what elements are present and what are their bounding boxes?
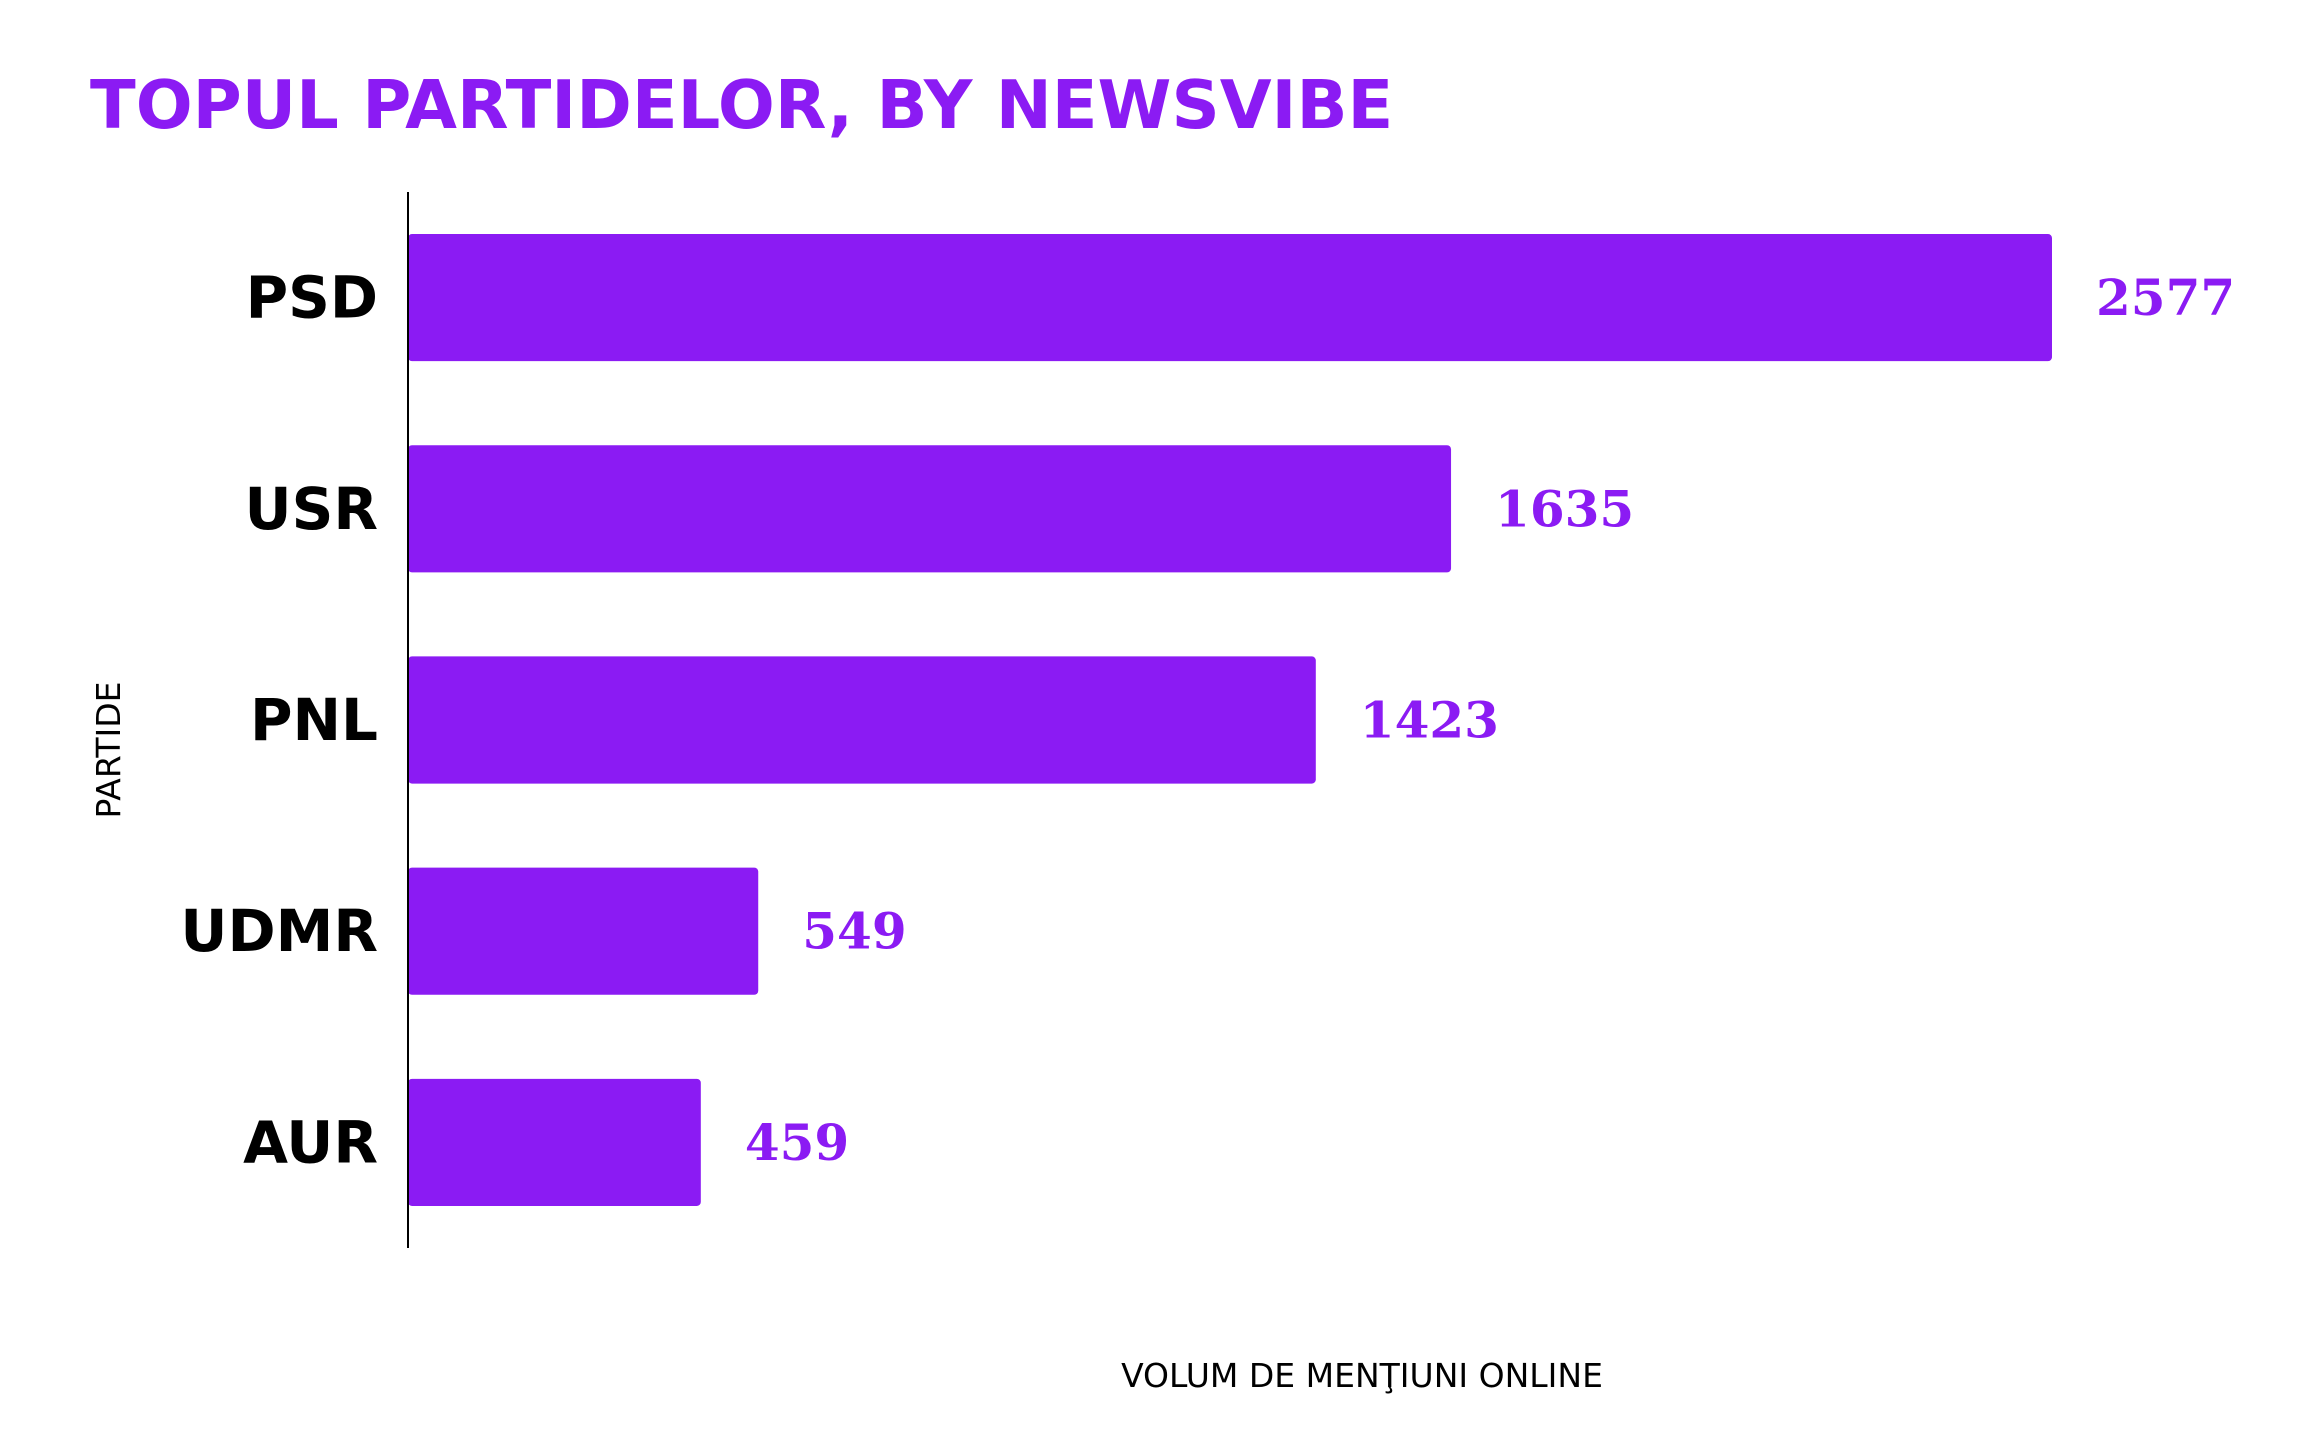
bar-usr [408, 445, 1452, 573]
bars-group [408, 234, 2052, 1206]
y-axis-title: PARTIDE [89, 681, 128, 818]
value-label-aur: 459 [745, 1113, 849, 1172]
category-labels: PSD USR PNL UDMR AUR [180, 264, 378, 1177]
value-label-pnl: 1423 [1360, 691, 1499, 750]
category-label-pnl: PNL [250, 686, 378, 754]
category-label-aur: AUR [243, 1108, 378, 1176]
bar-pnl [408, 656, 1316, 784]
bar-udmr [408, 867, 759, 995]
value-label-usr: 1635 [1495, 479, 1634, 538]
x-axis-title: VOLUM DE MENŢIUNI ONLINE [1121, 1356, 1603, 1395]
value-label-udmr: 549 [802, 902, 906, 961]
value-labels: 2577 1635 1423 549 459 [745, 268, 2235, 1172]
category-label-psd: PSD [246, 264, 378, 332]
chart-title: TOPUL PARTIDELOR, BY NEWSVIBE [90, 66, 1393, 144]
category-label-udmr: UDMR [180, 897, 378, 965]
category-label-usr: USR [244, 475, 378, 543]
value-label-psd: 2577 [2096, 268, 2235, 327]
bar-aur [408, 1078, 701, 1206]
bar-psd [408, 234, 2052, 362]
